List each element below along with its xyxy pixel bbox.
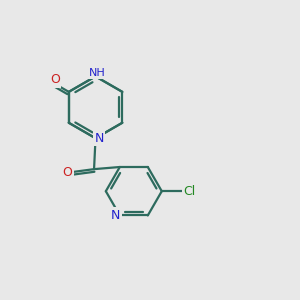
Text: NH: NH — [88, 68, 105, 78]
Text: O: O — [50, 73, 60, 86]
Text: N: N — [94, 132, 104, 145]
Text: Cl: Cl — [183, 185, 196, 198]
Text: O: O — [63, 166, 73, 178]
Text: N: N — [111, 209, 120, 222]
